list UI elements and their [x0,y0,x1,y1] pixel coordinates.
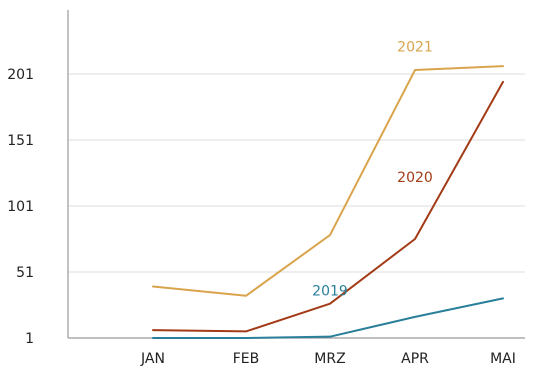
x-tick-label: FEB [233,351,260,367]
x-tick-label: MAI [490,351,516,367]
y-tick-label: 1 [25,331,34,347]
x-tick-labels: JAN FEB MRZ APR MAI [140,351,516,367]
x-tick-label: APR [401,351,429,367]
series-label-2021: 2021 [397,39,433,55]
y-tick-label: 201 [7,67,34,83]
series-line-2021 [152,65,504,297]
series-label-2019: 2019 [312,283,348,299]
series-label-2020: 2020 [397,170,433,186]
y-tick-label: 51 [16,265,34,281]
x-tick-label: JAN [140,351,165,367]
grid-lines [68,73,525,273]
y-tick-label: 101 [7,199,34,215]
y-tick-label: 151 [7,133,34,149]
series-labels: 2019 2020 2021 [312,39,433,299]
series-lines [152,65,504,339]
x-tick-label: MRZ [314,351,345,367]
axes [67,10,525,339]
